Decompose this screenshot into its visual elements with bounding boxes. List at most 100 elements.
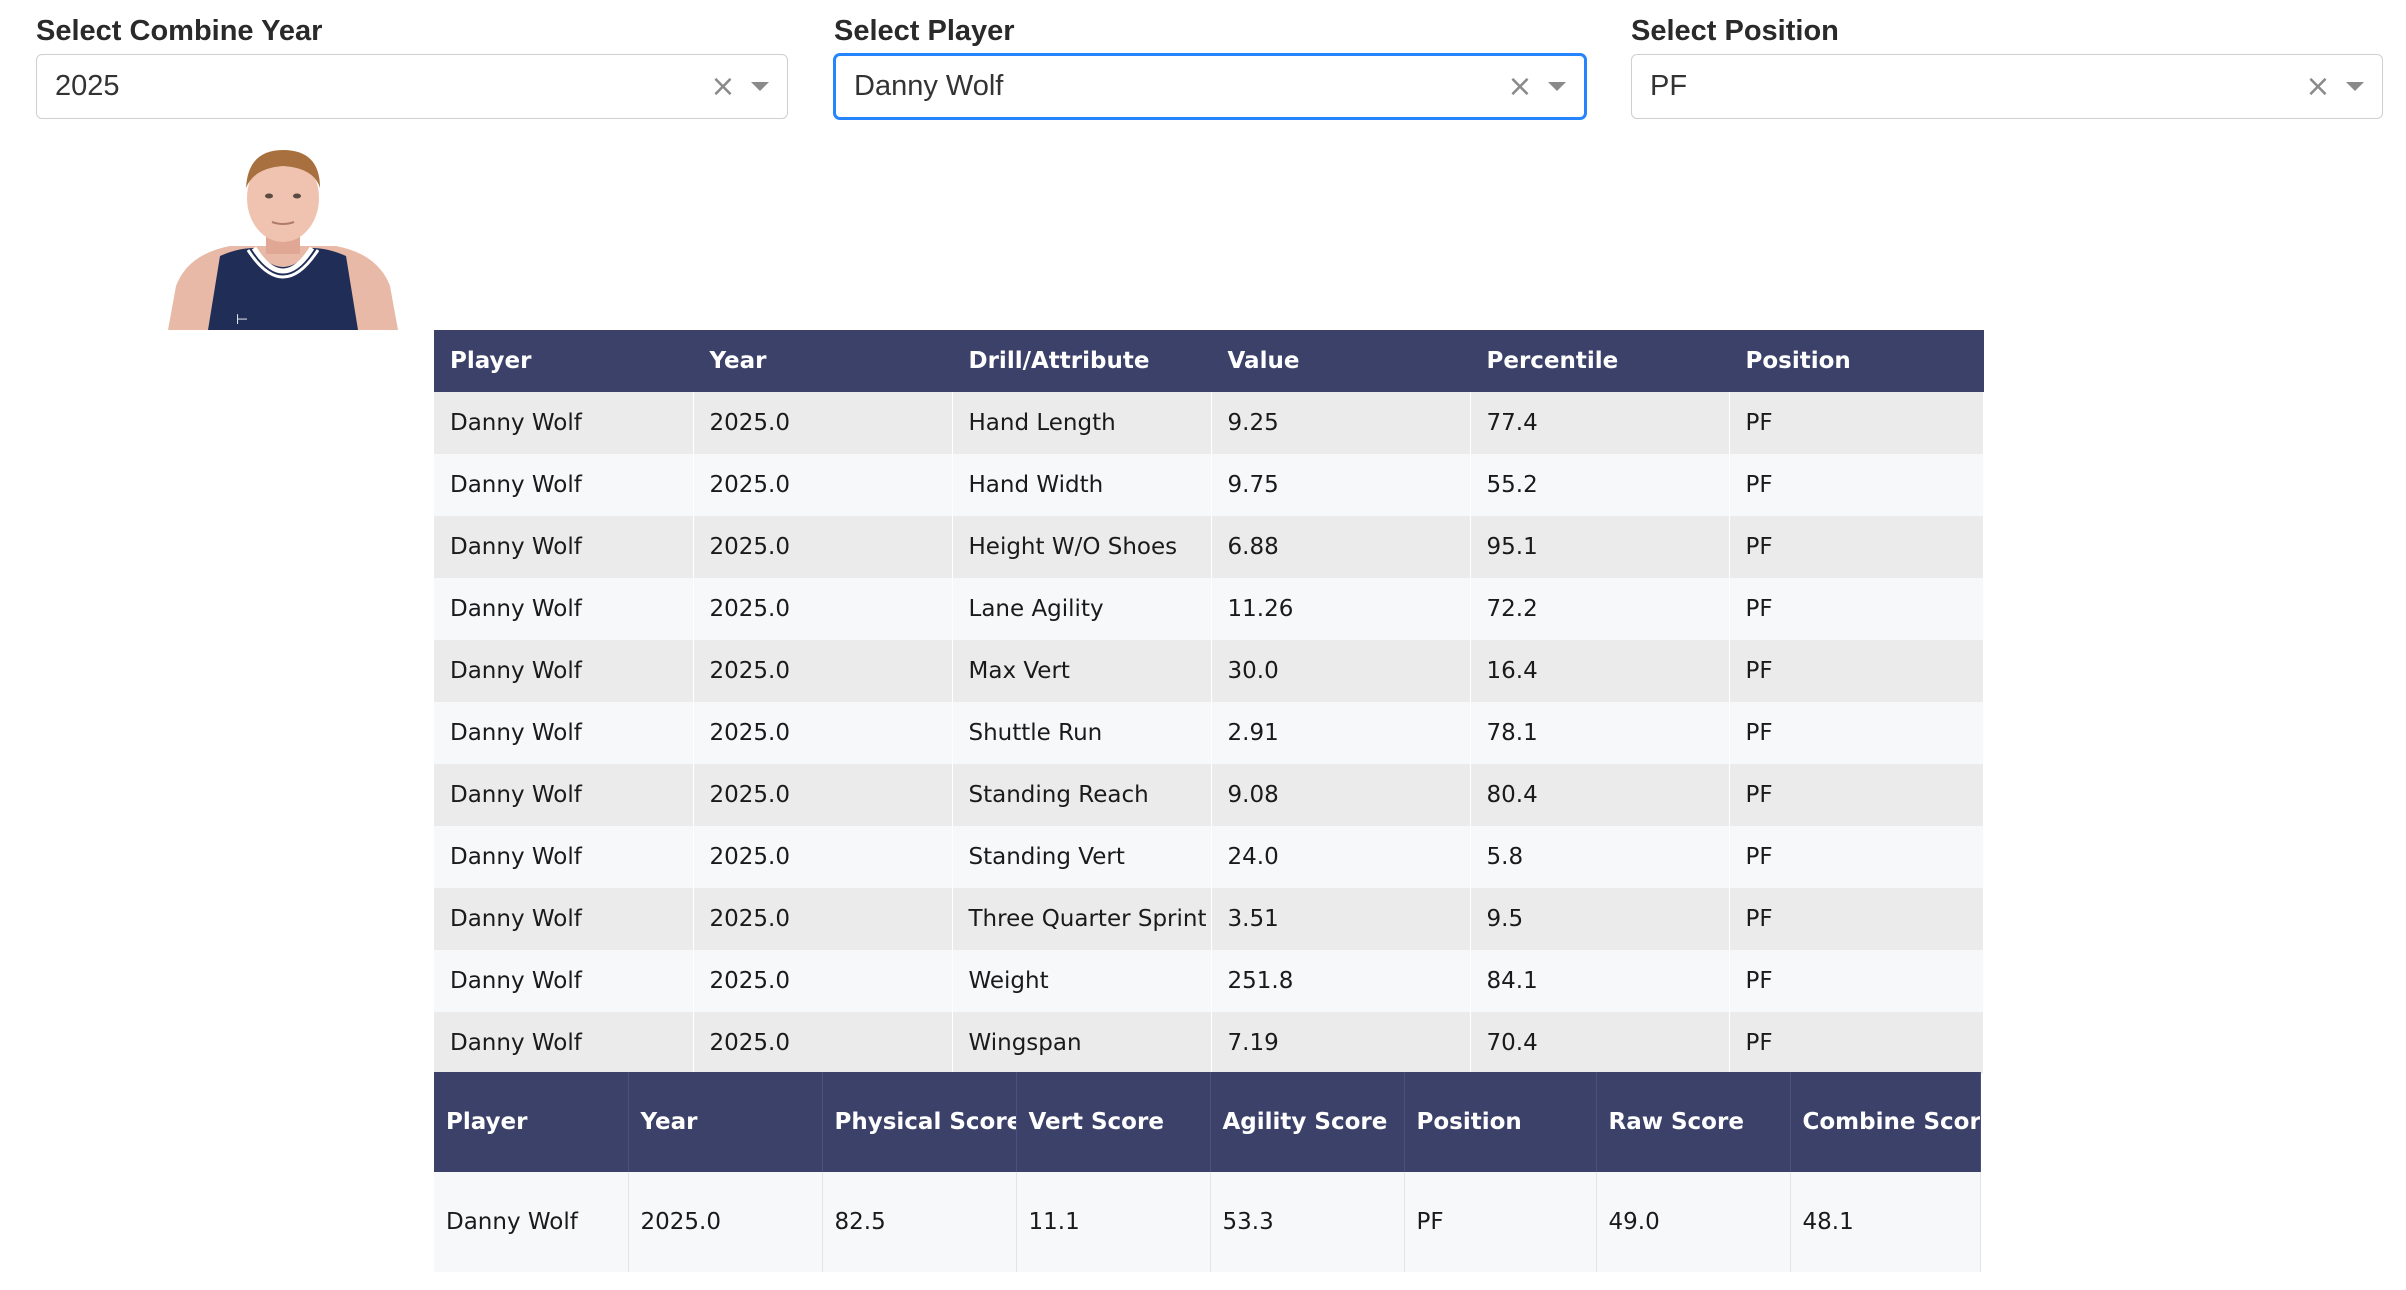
table-cell: Lane Agility — [952, 578, 1212, 640]
table-cell: Shuttle Run — [952, 702, 1212, 764]
table-cell: Three Quarter Sprint — [952, 888, 1212, 950]
table-row: Danny Wolf 2025.0 Standing Reach 9.08 80.4 PF — [434, 764, 1984, 826]
table-cell: PF — [1729, 702, 1984, 764]
column-header-agility-score[interactable]: Agility Score — [1210, 1072, 1405, 1172]
table-cell: 84.1 — [1470, 950, 1730, 1012]
table-cell: 49.0 — [1596, 1172, 1791, 1272]
column-header-physical-score[interactable]: Physical Score — [822, 1072, 1017, 1172]
combine-year-filter: Select Combine Year 2025 × — [36, 12, 788, 119]
player-label: Select Player — [834, 15, 1015, 47]
table-cell: PF — [1729, 454, 1984, 516]
player-filter: Select Player Danny Wolf × — [834, 12, 1586, 119]
table-cell: Danny Wolf — [434, 640, 694, 702]
table-cell: 2025.0 — [693, 640, 953, 702]
table-cell: PF — [1729, 516, 1984, 578]
column-header-drill[interactable]: Drill/Attribute — [952, 330, 1212, 392]
table-cell: Danny Wolf — [434, 392, 694, 454]
table-cell: 5.8 — [1470, 826, 1730, 888]
table-cell: 30.0 — [1211, 640, 1471, 702]
table-cell: PF — [1729, 950, 1984, 1012]
table-cell: Danny Wolf — [434, 516, 694, 578]
table-cell: Danny Wolf — [434, 950, 694, 1012]
table-cell: 82.5 — [822, 1172, 1017, 1272]
table-cell: 11.1 — [1016, 1172, 1211, 1272]
close-icon[interactable]: × — [710, 68, 736, 104]
table-cell: Danny Wolf — [434, 702, 694, 764]
table-cell: 2.91 — [1211, 702, 1471, 764]
column-header-value[interactable]: Value — [1211, 330, 1471, 392]
column-header-percentile[interactable]: Percentile — [1470, 330, 1730, 392]
table-cell: 11.26 — [1211, 578, 1471, 640]
position-value: PF — [1650, 70, 1688, 102]
position-select[interactable]: PF × — [1631, 54, 2383, 119]
table-cell: Hand Width — [952, 454, 1212, 516]
column-header-vert-score[interactable]: Vert Score — [1016, 1072, 1211, 1172]
table-cell: PF — [1729, 826, 1984, 888]
table-cell: PF — [1404, 1172, 1597, 1272]
table-cell: 70.4 — [1470, 1012, 1730, 1074]
drill-table: Player Year Drill/Attribute Value Percen… — [434, 330, 1984, 1074]
table-row: Danny Wolf 2025.0 Hand Width 9.75 55.2 PF — [434, 454, 1984, 516]
table-cell: 72.2 — [1470, 578, 1730, 640]
column-header-year[interactable]: Year — [693, 330, 953, 392]
table-cell: 55.2 — [1470, 454, 1730, 516]
table-cell: 95.1 — [1470, 516, 1730, 578]
column-header-combine-score[interactable]: Combine Score — [1790, 1072, 1981, 1172]
table-row: Danny Wolf 2025.0 82.5 11.1 53.3 PF 49.0 48.1 — [434, 1172, 1981, 1272]
chevron-down-icon[interactable] — [1548, 82, 1566, 91]
combine-year-label: Select Combine Year — [36, 15, 323, 47]
column-header-position[interactable]: Position — [1729, 330, 1984, 392]
table-cell: 80.4 — [1470, 764, 1730, 826]
score-table: Player Year Physical Score Vert Score Ag… — [434, 1072, 1981, 1272]
player-value: Danny Wolf — [854, 70, 1004, 102]
table-cell: Weight — [952, 950, 1212, 1012]
table-cell: 251.8 — [1211, 950, 1471, 1012]
column-header-year[interactable]: Year — [628, 1072, 823, 1172]
combine-year-value: 2025 — [55, 70, 120, 102]
table-cell: Height W/O Shoes — [952, 516, 1212, 578]
table-cell: 53.3 — [1210, 1172, 1405, 1272]
position-label: Select Position — [1631, 15, 1839, 47]
table-cell: 77.4 — [1470, 392, 1730, 454]
table-cell: 48.1 — [1790, 1172, 1981, 1272]
column-header-raw-score[interactable]: Raw Score — [1596, 1072, 1791, 1172]
table-cell: Standing Reach — [952, 764, 1212, 826]
player-photo: ⊢ — [168, 136, 398, 330]
table-cell: PF — [1729, 1012, 1984, 1074]
table-cell: Danny Wolf — [434, 888, 694, 950]
combine-year-select[interactable]: 2025 × — [36, 54, 788, 119]
table-row: Danny Wolf 2025.0 Height W/O Shoes 6.88 95.1… — [434, 516, 1984, 578]
chevron-down-icon[interactable] — [2346, 82, 2364, 91]
table-cell: Max Vert — [952, 640, 1212, 702]
table-cell: 2025.0 — [693, 764, 953, 826]
drill-table-header-row: Player Year Drill/Attribute Value Percen… — [434, 330, 1984, 392]
column-header-player[interactable]: Player — [434, 330, 694, 392]
table-cell: 2025.0 — [693, 1012, 953, 1074]
table-cell: 2025.0 — [693, 454, 953, 516]
table-cell: 16.4 — [1470, 640, 1730, 702]
chevron-down-icon[interactable] — [751, 82, 769, 91]
table-cell: 7.19 — [1211, 1012, 1471, 1074]
table-cell: 2025.0 — [693, 516, 953, 578]
table-cell: Danny Wolf — [434, 1012, 694, 1074]
table-row: Danny Wolf 2025.0 Three Quarter Sprint 3.51… — [434, 888, 1984, 950]
table-row: Danny Wolf 2025.0 Shuttle Run 2.91 78.1 PF — [434, 702, 1984, 764]
table-cell: 3.51 — [1211, 888, 1471, 950]
table-row: Danny Wolf 2025.0 Wingspan 7.19 70.4 PF — [434, 1012, 1984, 1074]
table-cell: Standing Vert — [952, 826, 1212, 888]
table-cell: PF — [1729, 888, 1984, 950]
table-row: Danny Wolf 2025.0 Lane Agility 11.26 72.2 PF — [434, 578, 1984, 640]
table-cell: 2025.0 — [693, 392, 953, 454]
table-row: Danny Wolf 2025.0 Standing Vert 24.0 5.8 PF — [434, 826, 1984, 888]
table-cell: 9.75 — [1211, 454, 1471, 516]
close-icon[interactable]: × — [2305, 68, 2331, 104]
position-filter: Select Position PF × — [1631, 12, 2383, 119]
table-cell: Danny Wolf — [434, 454, 694, 516]
svg-text:⊢: ⊢ — [236, 312, 248, 328]
player-select[interactable]: Danny Wolf × — [834, 54, 1586, 119]
close-icon[interactable]: × — [1507, 68, 1533, 104]
column-header-position[interactable]: Position — [1404, 1072, 1597, 1172]
column-header-player[interactable]: Player — [434, 1072, 629, 1172]
table-cell: 6.88 — [1211, 516, 1471, 578]
table-row: Danny Wolf 2025.0 Max Vert 30.0 16.4 PF — [434, 640, 1984, 702]
